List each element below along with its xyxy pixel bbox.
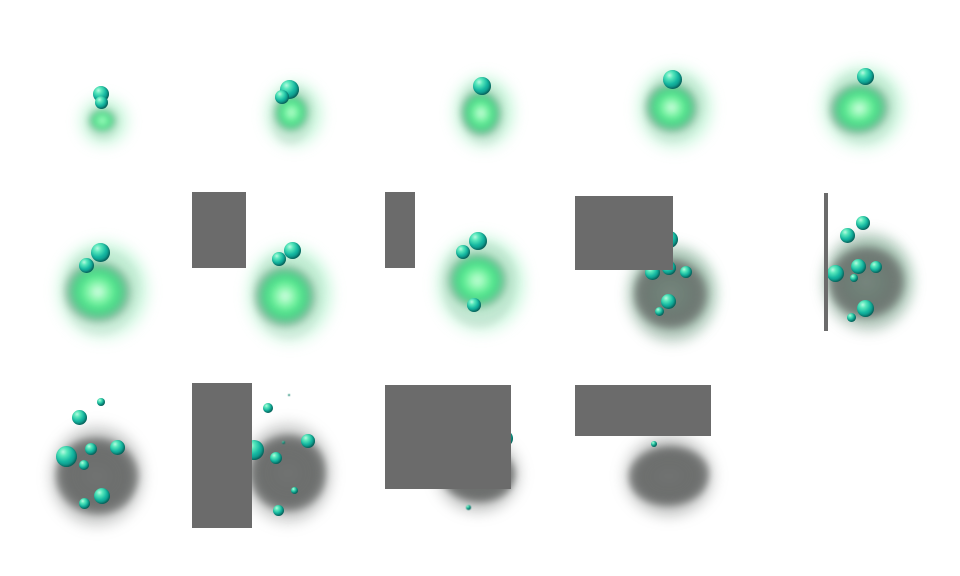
agent-cell-r2c2-1 (272, 252, 286, 266)
agent-cell-r2c5-1 (840, 228, 855, 243)
occlusion-block-r2c5-0 (824, 193, 828, 331)
occlusion-block-r3c4-0 (575, 385, 711, 436)
agent-cell-r2c4-5 (661, 294, 676, 309)
agent-cell-r3c1-7 (79, 460, 89, 470)
agent-cell-r1c5-0 (857, 68, 874, 85)
agent-cell-r3c2-6 (291, 487, 298, 494)
agent-cell-r2c1-0 (91, 243, 110, 262)
agent-cell-r2c2-0 (284, 242, 301, 259)
agent-cell-r3c1-13 (79, 498, 90, 509)
occlusion-block-r2c3-0 (385, 192, 415, 268)
agent-cell-r3c3-4 (466, 505, 471, 510)
agent-cell-r1c3-0 (473, 77, 491, 95)
agent-cell-r3c1-3 (85, 443, 97, 455)
agent-cell-r3c1-0 (97, 398, 105, 406)
agent-cell-r3c2-7 (273, 505, 284, 516)
occlusion-block-r3c3-0 (385, 385, 511, 489)
agent-cell-r2c5-5 (850, 274, 858, 282)
agent-cell-r3c2-3 (301, 434, 315, 448)
agent-cell-r1c4-0 (663, 70, 682, 89)
agent-cell-r2c3-1 (456, 245, 470, 259)
occlusion-block-r2c4-0 (575, 196, 673, 270)
agent-cell-r3c2-5 (270, 452, 282, 464)
spheroid-body-r1c1-0 (86, 104, 120, 140)
agent-cell-r1c2-1 (275, 90, 289, 104)
agent-cell-r1c1-1 (95, 96, 108, 109)
agent-cell-r2c3-0 (469, 232, 487, 250)
agent-cell-r2c5-0 (856, 216, 870, 230)
agent-cell-r2c1-1 (79, 258, 94, 273)
occlusion-block-r3c2-0 (192, 383, 252, 528)
agent-cell-r2c5-6 (857, 300, 874, 317)
agent-cell-r2c4-6 (655, 307, 664, 316)
spheroid-body-r2c3-0 (441, 240, 517, 328)
agent-cell-r3c1-11 (94, 488, 110, 504)
agent-cell-r2c5-7 (847, 313, 856, 322)
agent-cell-r3c4-2 (651, 441, 657, 447)
agent-cell-r3c1-6 (110, 440, 125, 455)
agent-cell-r2c5-3 (851, 259, 866, 274)
agent-cell-r2c4-4 (680, 266, 692, 278)
agent-cell-r2c5-2 (827, 265, 844, 282)
agent-cell-r3c1-2 (56, 446, 77, 467)
agent-cell-r3c1-1 (72, 410, 87, 425)
agent-cell-r2c5-4 (870, 261, 882, 273)
agent-cell-r2c3-2 (467, 298, 481, 312)
agent-cell-r3c2-4 (282, 441, 285, 444)
agent-cell-r3c2-1 (288, 394, 290, 396)
agent-cell-r3c2-0 (263, 403, 273, 413)
occlusion-block-r2c2-0 (192, 192, 246, 268)
